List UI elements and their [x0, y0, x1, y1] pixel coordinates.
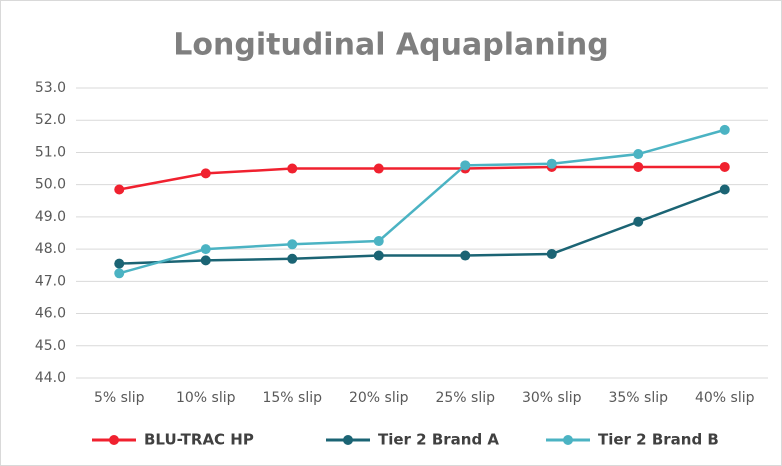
data-point [287, 253, 298, 264]
data-point [200, 168, 211, 179]
data-point [287, 239, 298, 250]
chart-title: Longitudinal Aquaplaning [173, 28, 608, 63]
x-tick-label: 25% slip [435, 390, 495, 406]
legend-label: BLU-TRAC HP [144, 431, 254, 449]
data-point [460, 250, 471, 261]
data-point [200, 244, 211, 255]
data-point [633, 161, 644, 172]
data-point [546, 158, 557, 169]
x-tick-label: 35% slip [608, 390, 668, 406]
data-point [546, 248, 557, 259]
y-tick-label: 44.0 [35, 370, 66, 386]
data-point [200, 255, 211, 266]
data-point [719, 161, 730, 172]
series-line [119, 188, 726, 265]
x-tick-label: 30% slip [522, 390, 582, 406]
y-tick-label: 48.0 [35, 241, 66, 257]
legend-marker [343, 435, 353, 445]
legend-label: Tier 2 Brand A [378, 431, 499, 449]
x-tick-label: 15% slip [262, 390, 322, 406]
data-point [373, 250, 384, 261]
x-tick-label: 40% slip [695, 390, 755, 406]
data-point [719, 184, 730, 195]
y-tick-label: 50.0 [35, 177, 66, 193]
y-tick-label: 46.0 [35, 306, 66, 322]
y-tick-label: 47.0 [35, 273, 66, 289]
data-point [719, 124, 730, 135]
x-tick-label: 20% slip [349, 390, 409, 406]
data-point [114, 258, 125, 269]
x-tick-label: 5% slip [94, 390, 145, 406]
data-point [633, 216, 644, 227]
data-point [373, 236, 384, 247]
data-point [287, 163, 298, 174]
x-tick-label: 10% slip [176, 390, 236, 406]
series-line [118, 128, 726, 275]
legend-marker [109, 435, 119, 445]
data-point [373, 163, 384, 174]
y-tick-label: 51.0 [35, 144, 66, 160]
legend-label: Tier 2 Brand B [598, 431, 719, 449]
data-point [114, 268, 125, 279]
y-tick-label: 53.0 [35, 80, 66, 96]
data-point [114, 184, 125, 195]
data-point [460, 160, 471, 171]
series-line [119, 165, 725, 191]
legend-marker [563, 435, 573, 445]
y-tick-label: 45.0 [35, 338, 66, 354]
y-tick-label: 52.0 [35, 112, 66, 128]
y-tick-label: 49.0 [35, 209, 66, 225]
data-point [633, 149, 644, 160]
